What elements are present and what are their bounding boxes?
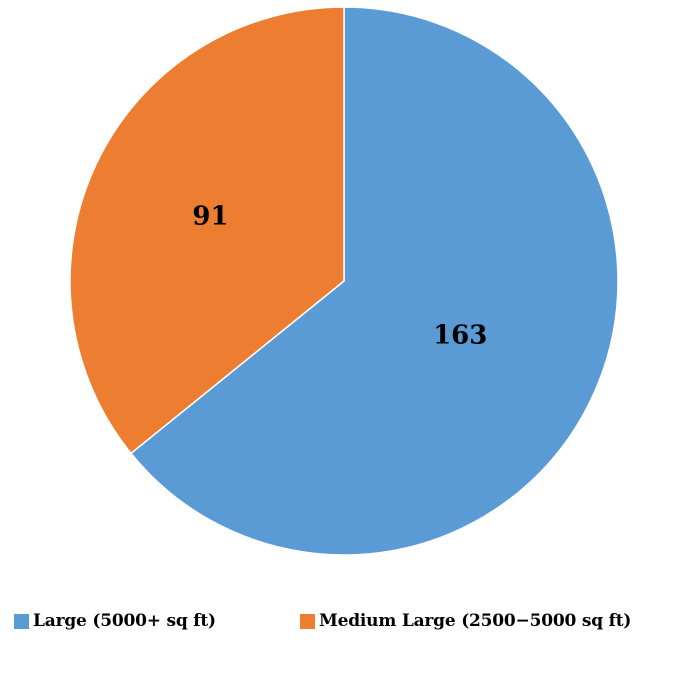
pie-slices bbox=[69, 6, 619, 556]
pie-chart-plot: 163 91 bbox=[69, 6, 619, 556]
legend-label-large: Large (5000+ sq ft) bbox=[33, 611, 216, 631]
data-label-medium-large: 91 bbox=[192, 201, 228, 231]
chart-legend: Large (5000+ sq ft) Medium Large (2500−5… bbox=[0, 611, 690, 639]
legend-swatch-medium-large bbox=[300, 613, 315, 629]
pie-data-labels: 163 91 bbox=[192, 201, 487, 350]
pie-slice-medium-large bbox=[69, 6, 345, 455]
pie-slice-large bbox=[129, 6, 619, 556]
legend-label-medium-large: Medium Large (2500−5000 sq ft) bbox=[319, 611, 632, 631]
data-label-large: 163 bbox=[433, 320, 487, 350]
legend-item-large: Large (5000+ sq ft) bbox=[14, 611, 216, 631]
legend-swatch-large bbox=[14, 613, 29, 629]
legend-item-medium-large: Medium Large (2500−5000 sq ft) bbox=[300, 611, 631, 631]
